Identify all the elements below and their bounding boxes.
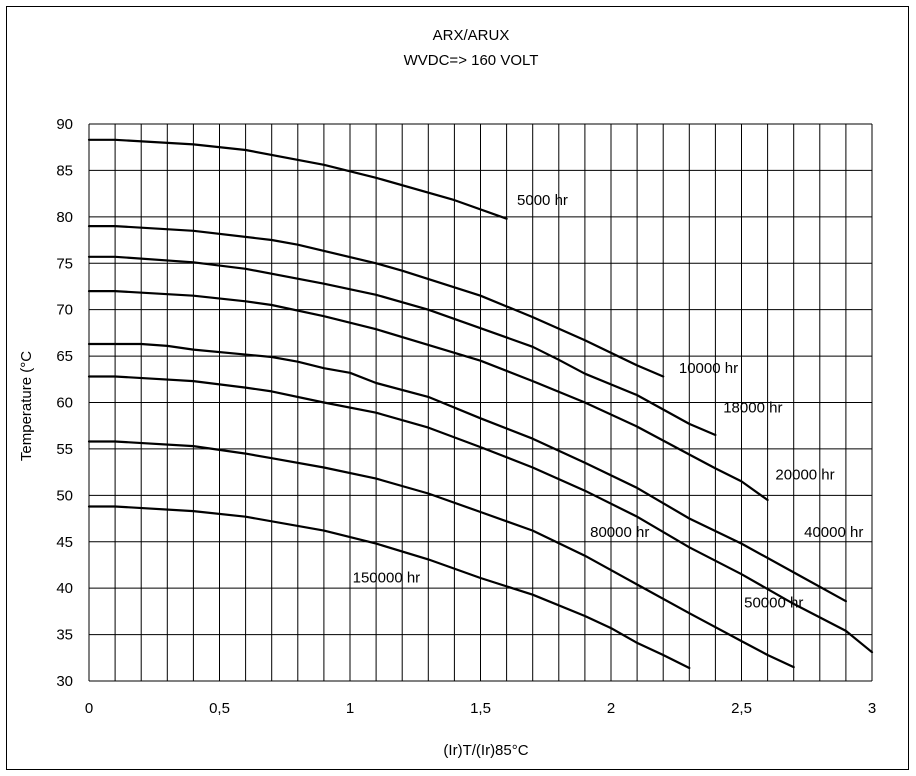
y-axis-label: Temperature (°C xyxy=(18,351,35,461)
curve-label: 40000 hr xyxy=(804,524,863,541)
x-tick-label: 0 xyxy=(85,700,93,717)
tick-labels: 0 0,5 1 1,5 2 2,5 3 30 35 40 45 50 55 60 65 70 75 80 85 90 xyxy=(56,116,876,717)
y-tick-label: 65 xyxy=(56,348,73,365)
series-line-150000-hr xyxy=(87,505,691,670)
series-line-80000-hr xyxy=(87,440,795,669)
curves xyxy=(87,138,874,670)
y-tick-label: 80 xyxy=(56,209,73,226)
x-tick-label: 3 xyxy=(868,700,876,717)
y-tick-label: 75 xyxy=(56,255,73,272)
curve-label: 10000 hr xyxy=(679,360,738,377)
curve-label: 50000 hr xyxy=(744,595,803,612)
series-line-40000-hr xyxy=(87,342,847,603)
series-line-50000-hr xyxy=(87,375,874,654)
y-tick-label: 45 xyxy=(56,534,73,551)
y-tick-label: 55 xyxy=(56,441,73,458)
x-tick-label: 2,5 xyxy=(731,700,752,717)
y-tick-label: 50 xyxy=(56,487,73,504)
series-line-10000-hr xyxy=(87,225,665,378)
y-tick-label: 85 xyxy=(56,162,73,179)
chart-frame: ARX/ARUX WVDC=> 160 VOLT 5000 hr 10000 hr… xyxy=(6,6,909,770)
series-line-5000-hr xyxy=(87,138,508,220)
x-tick-label: 0,5 xyxy=(209,700,230,717)
x-tick-label: 1,5 xyxy=(470,700,491,717)
y-tick-label: 70 xyxy=(56,302,73,319)
x-tick-label: 1 xyxy=(346,700,354,717)
y-tick-label: 60 xyxy=(56,395,73,412)
y-tick-label: 30 xyxy=(56,673,73,690)
curve-labels: 5000 hr 10000 hr 18000 hr 20000 hr 40000 hr 8… xyxy=(353,192,864,612)
chart-title: ARX/ARUX xyxy=(433,27,510,44)
grid xyxy=(88,123,873,682)
curve-label: 80000 hr xyxy=(590,524,649,541)
series-line-20000-hr xyxy=(87,290,769,502)
y-tick-label: 90 xyxy=(56,116,73,133)
curve-label: 150000 hr xyxy=(353,570,421,587)
y-tick-label: 40 xyxy=(56,580,73,597)
series-line-18000-hr xyxy=(87,255,717,437)
y-tick-label: 35 xyxy=(56,627,73,644)
curve-label: 20000 hr xyxy=(775,467,834,484)
chart-subtitle: WVDC=> 160 VOLT xyxy=(404,52,539,69)
x-tick-label: 2 xyxy=(607,700,615,717)
x-axis-label: (Ir)T/(Ir)85°C xyxy=(443,742,528,759)
curve-label: 18000 hr xyxy=(723,400,782,417)
curve-label: 5000 hr xyxy=(517,192,568,209)
temperature-life-chart: ARX/ARUX WVDC=> 160 VOLT 5000 hr 10000 hr… xyxy=(18,27,876,759)
